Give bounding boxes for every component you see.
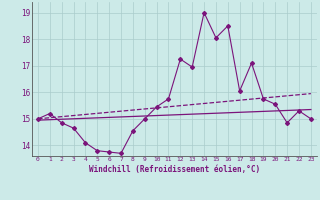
X-axis label: Windchill (Refroidissement éolien,°C): Windchill (Refroidissement éolien,°C) [89,165,260,174]
